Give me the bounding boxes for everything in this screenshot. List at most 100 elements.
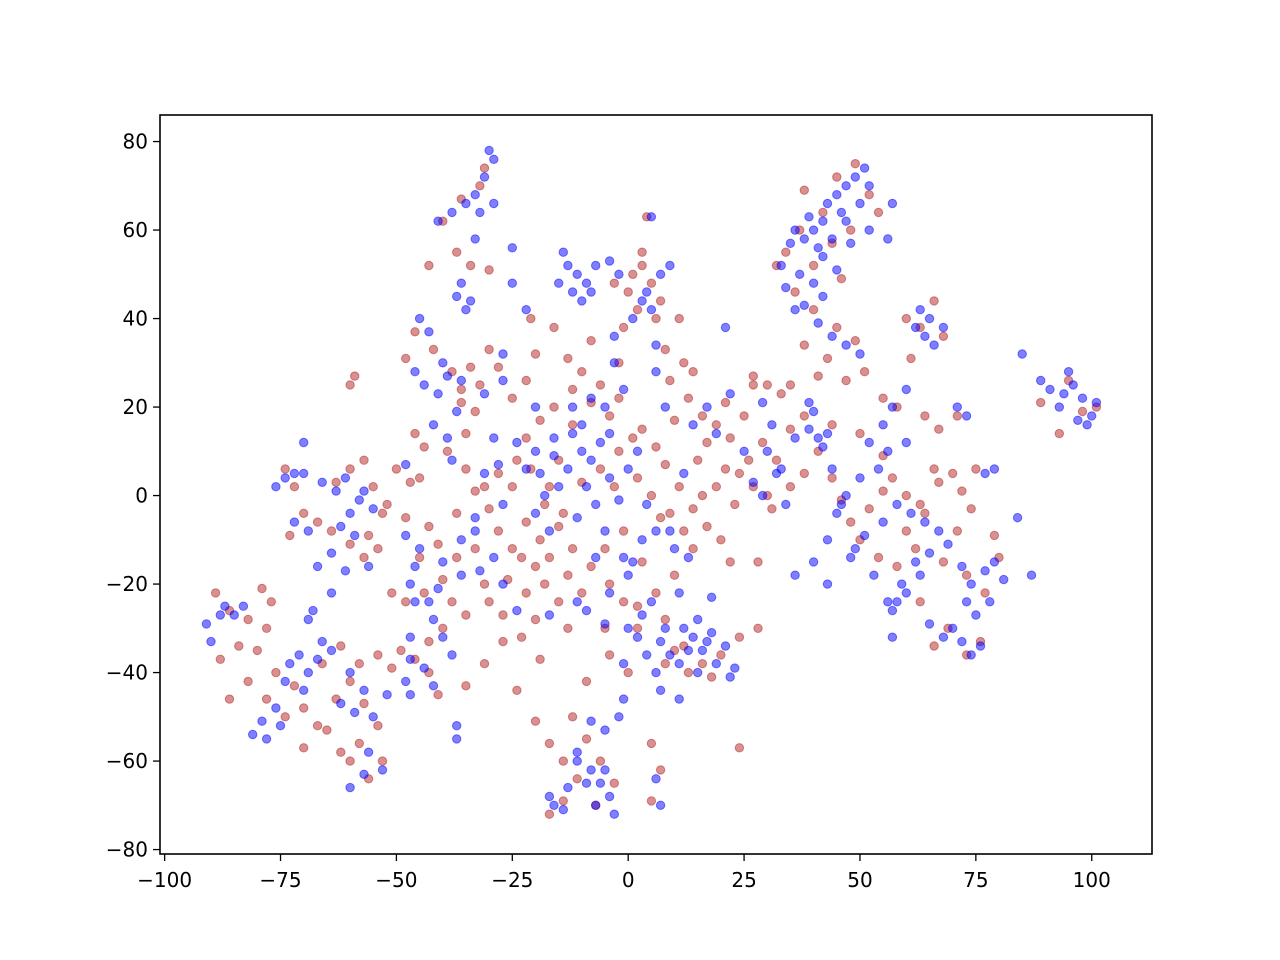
scatter-point-series-0-175	[813, 371, 823, 381]
scatter-point-series-0-124	[683, 667, 694, 678]
x-axis: −100 −75 −50 −25 0 25 50 75 100	[137, 854, 1111, 892]
scatter-point-series-0-53	[521, 517, 531, 527]
scatter-point-series-1-355	[618, 694, 629, 704]
scatter-point-series-1-33	[558, 247, 568, 257]
scatter-point-series-1-71	[572, 513, 582, 523]
scatter-point-series-1-210	[841, 181, 851, 191]
scatter-point-series-0-120	[697, 659, 708, 669]
scatter-point-series-1-328	[711, 428, 721, 439]
scatter-point-series-0-152	[892, 561, 902, 572]
scatter-point-series-0-198	[929, 296, 939, 306]
scatter-point-series-1-329	[702, 402, 712, 412]
scatter-point-series-1-320	[836, 499, 847, 510]
scatter-point-series-1-253	[901, 437, 911, 448]
scatter-point-series-0-172	[859, 367, 870, 377]
scatter-point-series-0-287	[595, 464, 606, 474]
scatter-point-series-1-162	[285, 659, 295, 669]
scatter-point-series-1-245	[924, 313, 935, 324]
scatter-point-series-1-3	[470, 190, 480, 200]
scatter-point-series-1-150	[405, 579, 415, 589]
scatter-point-series-1-291	[989, 464, 1000, 474]
scatter-point-series-1-32	[591, 260, 601, 271]
scatter-point-series-1-259	[846, 552, 856, 563]
scatter-point-series-0-251	[234, 641, 244, 651]
scatter-point-series-1-114	[637, 535, 647, 545]
scatter-point-series-0-87	[655, 296, 666, 306]
scatter-point-series-1-128	[563, 782, 573, 793]
y-tick-label: 20	[123, 395, 148, 419]
scatter-point-series-1-168	[299, 685, 309, 695]
scatter-point-series-1-258	[822, 535, 833, 545]
scatter-point-series-0-176	[799, 340, 809, 350]
scatter-point-series-1-65	[530, 446, 541, 456]
scatter-point-series-1-283	[957, 636, 967, 647]
scatter-point-series-0-45	[521, 588, 531, 598]
scatter-point-series-1-49	[567, 402, 578, 412]
scatter-point-series-1-116	[604, 588, 615, 598]
scatter-point-series-1-201	[363, 561, 374, 572]
scatter-point-series-1-239	[883, 234, 893, 244]
scatter-point-series-1-191	[331, 486, 341, 496]
scatter-point-series-1-282	[948, 623, 958, 633]
scatter-point-series-0-82	[507, 393, 517, 403]
scatter-point-series-0-241	[373, 721, 383, 731]
scatter-point-series-1-27	[572, 269, 582, 279]
scatter-point-series-1-24	[410, 367, 420, 377]
scatter-point-series-1-180	[377, 765, 388, 775]
scatter-point-series-1-237	[855, 349, 865, 359]
scatter-point-series-0-237	[312, 721, 323, 731]
scatter-point-series-1-109	[646, 597, 657, 607]
scatter-point-series-0-34	[493, 526, 504, 536]
scatter-point-series-0-22	[419, 442, 429, 452]
scatter-point-series-0-46	[540, 579, 550, 589]
scatter-point-series-0-92	[623, 287, 633, 297]
scatter-point-series-1-105	[674, 659, 684, 669]
scatter-point-series-0-300	[618, 526, 629, 536]
scatter-point-series-1-323	[790, 570, 800, 580]
scatter-point-series-0-232	[261, 623, 272, 633]
scatter-point-series-1-330	[725, 389, 735, 399]
scatter-point-series-0-13	[456, 384, 466, 395]
scatter-point-series-0-204	[934, 424, 944, 434]
scatter-point-series-1-57	[535, 468, 545, 479]
scatter-point-series-1-69	[632, 446, 643, 456]
scatter-point-series-1-30	[554, 278, 564, 288]
scatter-point-series-1-89	[572, 597, 582, 607]
scatter-point-series-0-99	[683, 393, 694, 403]
scatter-point-series-0-39	[401, 597, 411, 607]
scatter-point-series-1-25	[419, 380, 429, 390]
scatter-point-series-1-178	[368, 712, 378, 722]
scatter-point-series-0-85	[646, 278, 657, 288]
y-tick-label: −40	[106, 661, 148, 685]
scatter-point-series-1-151	[410, 561, 420, 572]
scatter-point-series-1-194	[345, 508, 355, 518]
scatter-point-series-1-273	[943, 539, 953, 549]
scatter-point-series-1-274	[957, 561, 967, 572]
scatter-point-series-0-235	[289, 681, 300, 691]
scatter-point-series-1-93	[655, 636, 666, 647]
scatter-point-series-0-89	[651, 313, 661, 324]
scatter-point-series-0-137	[767, 504, 777, 514]
scatter-point-series-0-43	[484, 597, 494, 607]
scatter-point-series-1-56	[549, 451, 559, 461]
scatter-point-series-1-139	[655, 800, 666, 810]
scatter-point-series-1-269	[883, 597, 893, 607]
scatter-point-series-0-183	[799, 185, 809, 195]
scatter-point-series-1-184	[303, 526, 313, 536]
scatter-point-series-1-356	[628, 557, 638, 567]
scatter-point-series-0-246	[280, 712, 290, 722]
scatter-point-series-0-131	[697, 490, 708, 501]
scatter-point-series-1-12	[465, 296, 476, 306]
scatter-point-series-0-14	[484, 344, 494, 355]
scatter-point-series-1-153	[401, 530, 411, 541]
scatter-point-series-0-305	[586, 336, 596, 346]
scatter-point-series-0-315	[512, 685, 522, 695]
scatter-point-series-1-335	[442, 433, 453, 443]
scatter-point-series-1-113	[651, 526, 661, 536]
scatter-point-series-0-71	[521, 433, 531, 443]
scatter-point-series-1-112	[669, 544, 680, 554]
scatter-point-series-1-137	[614, 712, 624, 722]
scatter-point-series-0-20	[401, 353, 411, 364]
scatter-point-series-0-72	[535, 415, 545, 425]
scatter-point-series-1-70	[540, 490, 550, 501]
